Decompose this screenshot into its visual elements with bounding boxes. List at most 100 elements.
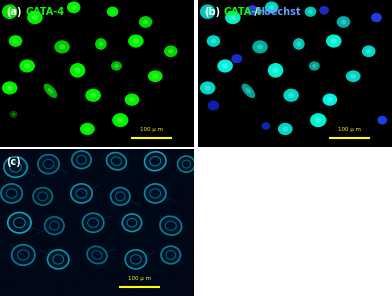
Ellipse shape bbox=[308, 10, 313, 14]
Ellipse shape bbox=[261, 122, 270, 130]
Ellipse shape bbox=[323, 94, 337, 106]
Ellipse shape bbox=[225, 11, 241, 24]
Ellipse shape bbox=[85, 89, 101, 102]
Ellipse shape bbox=[27, 11, 43, 24]
Ellipse shape bbox=[288, 93, 294, 98]
Ellipse shape bbox=[217, 59, 233, 73]
Ellipse shape bbox=[8, 213, 31, 233]
Ellipse shape bbox=[13, 39, 18, 44]
Ellipse shape bbox=[327, 97, 333, 102]
Ellipse shape bbox=[59, 44, 65, 49]
Ellipse shape bbox=[2, 4, 18, 19]
Ellipse shape bbox=[7, 9, 13, 15]
Ellipse shape bbox=[145, 152, 166, 171]
Ellipse shape bbox=[200, 81, 216, 94]
Ellipse shape bbox=[230, 15, 236, 20]
Text: 100 μ m: 100 μ m bbox=[140, 127, 163, 132]
Text: GATA-4: GATA-4 bbox=[223, 7, 262, 17]
Text: 100 μ m: 100 μ m bbox=[338, 127, 361, 132]
Ellipse shape bbox=[200, 4, 216, 19]
Ellipse shape bbox=[247, 5, 258, 15]
Ellipse shape bbox=[95, 38, 107, 50]
Ellipse shape bbox=[90, 93, 96, 98]
Ellipse shape bbox=[315, 117, 321, 123]
Ellipse shape bbox=[33, 188, 53, 205]
Ellipse shape bbox=[377, 116, 387, 125]
Ellipse shape bbox=[164, 45, 178, 57]
Ellipse shape bbox=[117, 117, 123, 123]
Ellipse shape bbox=[139, 16, 152, 28]
Ellipse shape bbox=[145, 184, 166, 203]
Ellipse shape bbox=[125, 250, 147, 269]
Ellipse shape bbox=[246, 88, 251, 94]
Ellipse shape bbox=[143, 20, 148, 24]
Ellipse shape bbox=[38, 155, 59, 174]
Ellipse shape bbox=[231, 54, 242, 63]
Ellipse shape bbox=[111, 61, 122, 71]
Ellipse shape bbox=[366, 49, 372, 54]
Text: Hoechst: Hoechst bbox=[256, 7, 301, 17]
Ellipse shape bbox=[362, 45, 376, 57]
Ellipse shape bbox=[283, 89, 299, 102]
Ellipse shape bbox=[319, 6, 329, 15]
Ellipse shape bbox=[346, 70, 361, 82]
Ellipse shape bbox=[268, 63, 283, 78]
Ellipse shape bbox=[71, 5, 76, 10]
Ellipse shape bbox=[160, 216, 181, 235]
Ellipse shape bbox=[54, 40, 70, 54]
Ellipse shape bbox=[129, 97, 135, 102]
Ellipse shape bbox=[252, 40, 268, 54]
Ellipse shape bbox=[9, 35, 22, 47]
Ellipse shape bbox=[312, 64, 317, 68]
Ellipse shape bbox=[84, 126, 90, 131]
Ellipse shape bbox=[12, 245, 35, 265]
Ellipse shape bbox=[208, 101, 219, 110]
Ellipse shape bbox=[265, 1, 278, 13]
Ellipse shape bbox=[257, 44, 263, 49]
Ellipse shape bbox=[82, 213, 104, 232]
Ellipse shape bbox=[152, 74, 158, 78]
Ellipse shape bbox=[326, 34, 341, 48]
Ellipse shape bbox=[87, 246, 107, 264]
Ellipse shape bbox=[67, 1, 80, 13]
Ellipse shape bbox=[98, 42, 103, 46]
Ellipse shape bbox=[128, 34, 143, 48]
Ellipse shape bbox=[272, 67, 279, 73]
Ellipse shape bbox=[211, 39, 216, 44]
Ellipse shape bbox=[72, 151, 91, 168]
Ellipse shape bbox=[111, 188, 130, 205]
Ellipse shape bbox=[107, 152, 126, 170]
Ellipse shape bbox=[47, 250, 69, 269]
Ellipse shape bbox=[114, 64, 119, 68]
Ellipse shape bbox=[20, 59, 35, 73]
Ellipse shape bbox=[133, 38, 139, 44]
Ellipse shape bbox=[107, 7, 118, 17]
Ellipse shape bbox=[350, 74, 356, 78]
Ellipse shape bbox=[112, 113, 129, 127]
Ellipse shape bbox=[371, 13, 382, 22]
Ellipse shape bbox=[125, 94, 139, 106]
Ellipse shape bbox=[205, 85, 211, 91]
Ellipse shape bbox=[7, 85, 13, 91]
Ellipse shape bbox=[4, 157, 27, 177]
Text: 100 μ m: 100 μ m bbox=[128, 276, 151, 281]
Ellipse shape bbox=[2, 81, 18, 94]
Ellipse shape bbox=[122, 214, 142, 231]
Ellipse shape bbox=[205, 9, 211, 15]
Text: GATA-4: GATA-4 bbox=[25, 7, 64, 17]
Ellipse shape bbox=[310, 113, 327, 127]
Ellipse shape bbox=[12, 113, 15, 116]
Ellipse shape bbox=[110, 10, 115, 14]
Ellipse shape bbox=[269, 5, 274, 10]
Ellipse shape bbox=[74, 67, 81, 73]
Ellipse shape bbox=[32, 15, 38, 20]
Ellipse shape bbox=[296, 42, 301, 46]
Ellipse shape bbox=[24, 63, 30, 69]
Ellipse shape bbox=[45, 217, 64, 234]
Ellipse shape bbox=[70, 63, 85, 78]
Text: (c): (c) bbox=[6, 157, 20, 167]
Ellipse shape bbox=[282, 126, 288, 131]
Ellipse shape bbox=[278, 123, 293, 135]
Ellipse shape bbox=[337, 16, 350, 28]
Ellipse shape bbox=[148, 70, 163, 82]
